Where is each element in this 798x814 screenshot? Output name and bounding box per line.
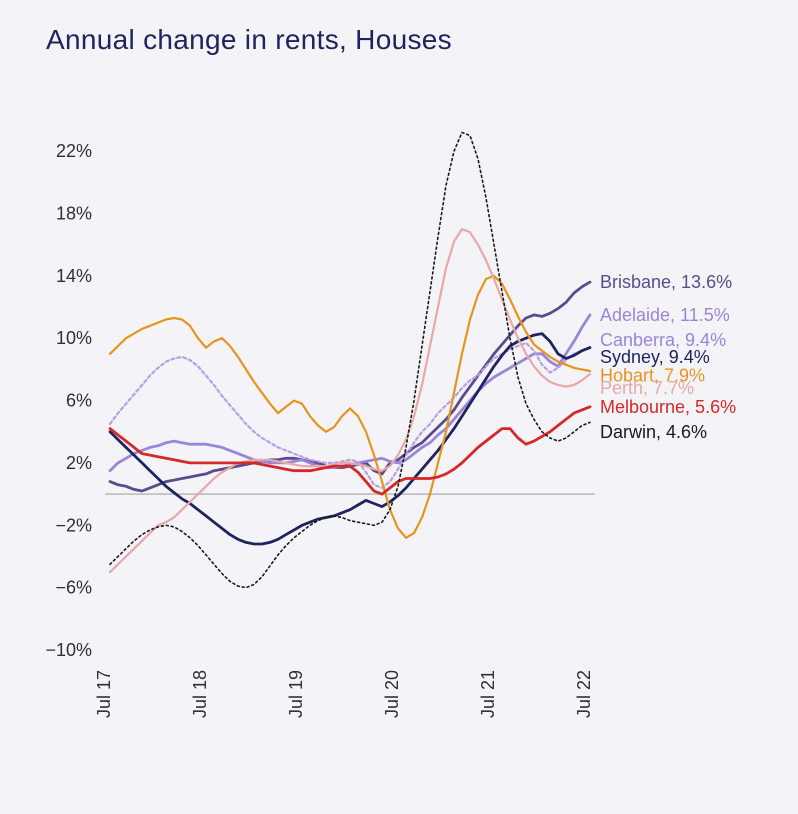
y-tick-label: 6% — [66, 391, 92, 411]
series-line-darwin — [110, 133, 590, 588]
end-label-perth: Perth, 7.7% — [600, 378, 694, 398]
x-tick-label: Jul 17 — [94, 670, 114, 718]
y-tick-label: 22% — [56, 141, 92, 161]
y-tick-label: −6% — [55, 578, 92, 598]
end-label-melbourne: Melbourne, 5.6% — [600, 397, 736, 417]
page: Annual change in rents, Houses −10% −6% −2… — [0, 0, 798, 814]
end-label-adelaide: Adelaide, 11.5% — [600, 305, 730, 325]
line-chart: −10% −6% −2% 2% 6% 10% 14% 18% 22% Jul 17 Jul 18 Ju… — [0, 90, 798, 790]
x-tick-label: Jul 18 — [190, 670, 210, 718]
y-tick-label: 14% — [56, 266, 92, 286]
y-tick-label: −10% — [45, 640, 92, 660]
x-tick-label: Jul 19 — [286, 670, 306, 718]
end-label-darwin: Darwin, 4.6% — [600, 422, 707, 442]
y-tick-label: 2% — [66, 453, 92, 473]
x-tick-label: Jul 22 — [574, 670, 594, 718]
series-line-melbourne — [110, 407, 590, 494]
chart-svg: −10% −6% −2% 2% 6% 10% 14% 18% 22% Jul 17 Jul 18 Ju… — [0, 90, 798, 790]
y-tick-label: 10% — [56, 328, 92, 348]
y-tick-label: 18% — [56, 204, 92, 224]
end-label-brisbane: Brisbane, 13.6% — [600, 272, 732, 292]
y-tick-label: −2% — [55, 515, 92, 535]
x-tick-label: Jul 20 — [382, 670, 402, 718]
end-label-sydney: Sydney, 9.4% — [600, 347, 710, 367]
x-tick-label: Jul 21 — [478, 670, 498, 718]
chart-title: Annual change in rents, Houses — [46, 24, 452, 56]
